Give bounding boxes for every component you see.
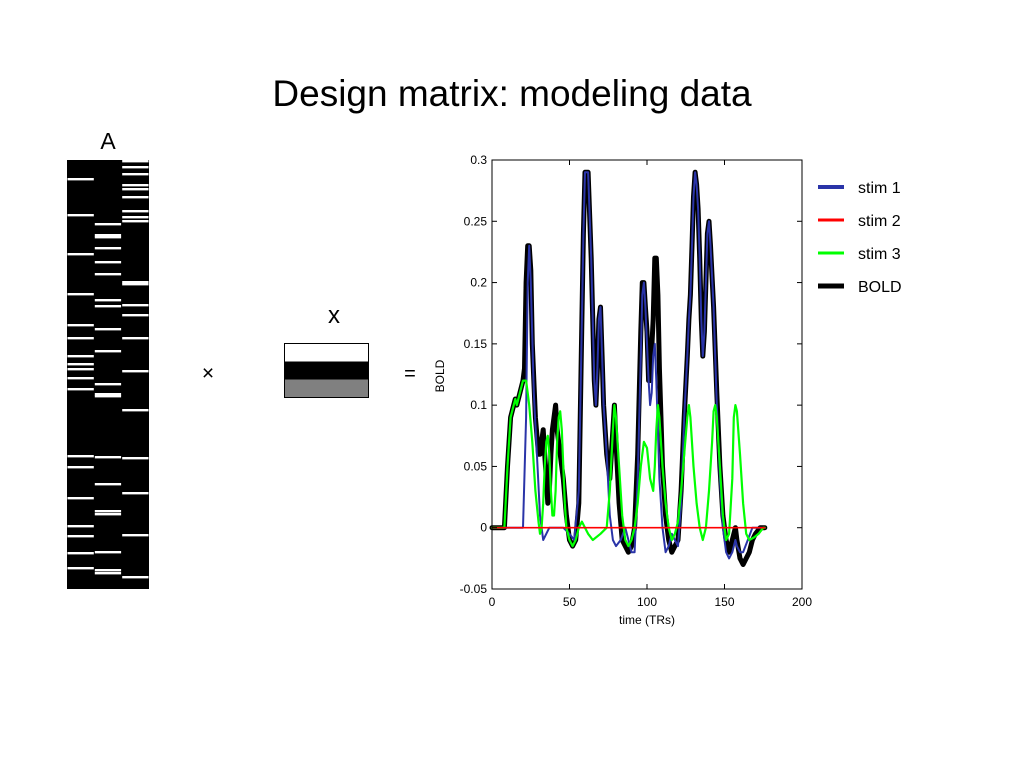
matrix-event-col1-16	[67, 535, 94, 538]
y-tick-label: 0.25	[464, 214, 488, 228]
matrix-event-col3-3	[122, 173, 149, 176]
matrix-event-col2-3	[94, 236, 122, 239]
legend-label: BOLD	[858, 279, 902, 296]
matrix-label: A	[100, 128, 116, 154]
beta-cell-2	[284, 361, 369, 380]
matrix-event-col3-17	[122, 457, 149, 460]
matrix-event-col3-7	[122, 210, 149, 213]
matrix-event-col1-5	[67, 324, 94, 327]
x-tick-label: 0	[489, 595, 496, 609]
matrix-event-col2-13	[94, 395, 122, 398]
matrix-event-col2-1	[94, 223, 122, 226]
x-tick-label: 50	[563, 595, 577, 609]
matrix-event-col2-9	[94, 328, 122, 331]
bold-chart: 0 50 100 150 200-0.0500.050.10.150.20.250.3 …	[433, 153, 902, 627]
matrix-event-col3-2	[122, 166, 149, 169]
matrix-event-col3-1	[122, 160, 149, 163]
matrix-event-col3-12	[122, 304, 149, 307]
matrix-event-col1-7	[67, 355, 94, 358]
matrix-event-col1-2	[67, 214, 94, 217]
legend-entry-stim-2: stim 2	[818, 213, 901, 230]
matrix-event-col2-19	[94, 569, 122, 572]
matrix-event-col3-13	[122, 314, 149, 317]
matrix-background	[67, 160, 149, 589]
matrix-event-col2-16	[94, 510, 122, 513]
legend-label: stim 2	[858, 213, 901, 230]
matrix-event-col1-13	[67, 466, 94, 469]
matrix-event-col2-4	[94, 247, 122, 250]
legend-label: stim 1	[858, 180, 901, 197]
design-matrix-image	[67, 160, 149, 589]
matrix-event-col1-12	[67, 455, 94, 458]
matrix-event-col3-15	[122, 370, 149, 373]
matrix-event-col1-10	[67, 377, 94, 380]
matrix-event-col2-17	[94, 513, 122, 516]
matrix-event-col2-18	[94, 551, 122, 554]
legend-entry-stim-1: stim 1	[818, 180, 901, 197]
matrix-event-col3-19	[122, 534, 149, 537]
matrix-event-col3-5	[122, 188, 149, 191]
matrix-event-col1-8	[67, 363, 94, 366]
matrix-event-col1-6	[67, 337, 94, 340]
vector-label: x	[328, 302, 340, 329]
y-tick-label: 0.3	[470, 153, 487, 167]
matrix-event-col3-20	[122, 576, 149, 579]
matrix-event-col3-8	[122, 216, 149, 219]
y-axis-label: BOLD	[433, 359, 447, 392]
matrix-event-col2-2	[94, 234, 122, 237]
legend-label: stim 3	[858, 246, 901, 263]
beta-cell-3	[284, 379, 369, 398]
matrix-event-col2-7	[94, 299, 122, 302]
matrix-event-col1-4	[67, 293, 94, 296]
matrix-event-col1-1	[67, 178, 94, 181]
matrix-event-col2-8	[94, 305, 122, 308]
matrix-event-col1-11	[67, 388, 94, 391]
beta-border	[284, 343, 369, 398]
matrix-event-col2-14	[94, 456, 122, 459]
x-axis-label: time (TRs)	[619, 613, 675, 627]
matrix-event-col1-3	[67, 253, 94, 256]
slide-title: Design matrix: modeling data	[272, 73, 752, 114]
legend-entry-stim-3: stim 3	[818, 246, 901, 263]
matrix-event-col2-15	[94, 483, 122, 486]
matrix-event-col1-18	[67, 567, 94, 570]
matrix-event-col1-9	[67, 368, 94, 371]
y-tick-label: 0.2	[470, 276, 487, 290]
matrix-event-col2-11	[94, 383, 122, 386]
chart-lines	[489, 169, 768, 567]
y-tick-label: 0	[480, 521, 487, 535]
legend-entry-bold: BOLD	[818, 279, 902, 296]
matrix-event-col3-16	[122, 409, 149, 412]
matrix-event-col3-11	[122, 283, 149, 286]
times-sign: ×	[201, 362, 215, 385]
beta-cell-1	[284, 343, 369, 362]
x-tick-label: 150	[714, 595, 734, 609]
matrix-event-col3-18	[122, 492, 149, 495]
y-tick-label: 0.15	[464, 337, 488, 351]
x-tick-label: 100	[637, 595, 657, 609]
matrix-event-col3-4	[122, 184, 149, 187]
matrix-event-col1-14	[67, 497, 94, 500]
matrix-event-col2-12	[94, 393, 122, 396]
matrix-event-col2-6	[94, 273, 122, 276]
matrix-event-col3-14	[122, 337, 149, 340]
y-tick-label: -0.05	[460, 582, 488, 596]
matrix-event-col3-10	[122, 281, 149, 284]
y-tick-label: 0.1	[470, 398, 487, 412]
beta-vector-image	[284, 343, 369, 398]
matrix-event-col2-5	[94, 261, 122, 264]
matrix-event-col1-17	[67, 552, 94, 555]
x-tick-label: 200	[792, 595, 812, 609]
matrix-event-col1-15	[67, 525, 94, 528]
series-stim-3	[490, 379, 766, 548]
equals-sign: =	[404, 363, 416, 385]
matrix-event-col3-6	[122, 196, 149, 199]
y-tick-label: 0.05	[464, 459, 488, 473]
matrix-event-col3-9	[122, 220, 149, 223]
matrix-event-col2-10	[94, 350, 122, 353]
matrix-event-col2-20	[94, 572, 122, 575]
legend: stim 1 stim 2 stim 3 BOLD	[818, 180, 902, 296]
